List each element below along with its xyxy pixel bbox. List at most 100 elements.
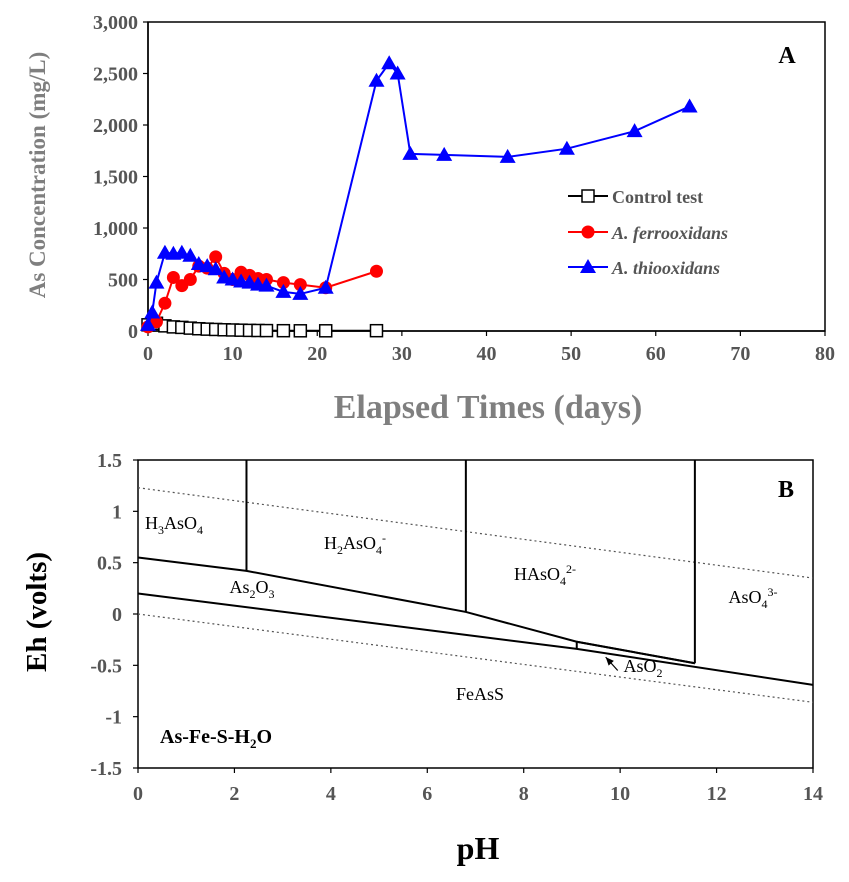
x-tick-label: 0 <box>133 783 143 805</box>
x-tick-label: 2 <box>229 783 239 805</box>
region-as2o3-label: As2O3 <box>229 577 274 601</box>
data-point <box>436 146 453 161</box>
legend-thiooxidans-label: A. thiooxidans <box>611 258 720 278</box>
legend-item-ferrooxidans: A. ferrooxidans <box>568 223 728 243</box>
legend-ferrooxidans-label: A. ferrooxidans <box>611 223 728 243</box>
chart-b-x-ticks: 0 2 4 6 8 10 12 14 <box>133 768 823 805</box>
x-tick-label: 6 <box>422 783 432 805</box>
data-point <box>148 274 165 289</box>
legend-thiooxidans-marker <box>580 259 596 273</box>
data-point <box>258 277 275 292</box>
data-point <box>318 324 333 338</box>
region-feass-label: FeAsS <box>456 684 504 704</box>
x-tick-label: 50 <box>561 343 581 365</box>
data-point <box>368 72 385 87</box>
series-control <box>141 316 384 338</box>
x-tick-label: 10 <box>223 343 243 365</box>
region-h3aso4-label: H3AsO4 <box>145 513 203 537</box>
chart-b-panel-label: B <box>778 477 794 503</box>
chart-a-y-axis-label: As Concentration (mg/L) <box>25 52 50 299</box>
data-point <box>173 244 190 259</box>
chart-a-panel-label: A <box>778 43 796 69</box>
y-tick-label: 1 <box>112 501 122 523</box>
data-point <box>144 304 161 319</box>
data-point <box>402 145 419 160</box>
y-tick-label: 0 <box>112 604 122 626</box>
chart-b-y-axis-label: Eh (volts) <box>21 552 53 672</box>
data-point <box>558 140 575 155</box>
x-tick-label: 80 <box>815 343 835 365</box>
y-tick-label: 0.5 <box>97 553 122 575</box>
y-tick-label: 500 <box>108 270 138 292</box>
data-point <box>499 148 516 163</box>
system-label: As-Fe-S-H2O <box>160 726 272 751</box>
data-point <box>381 55 398 70</box>
x-tick-label: 8 <box>519 783 529 805</box>
legend-item-thiooxidans: A. thiooxidans <box>568 258 720 278</box>
y-tick-label: 3,000 <box>93 12 138 34</box>
y-tick-label: -1 <box>105 707 122 729</box>
y-tick-label: 1.5 <box>97 450 122 472</box>
data-point <box>209 250 223 264</box>
series-thiooxidans <box>140 55 698 331</box>
chart-b: 0 2 4 6 8 10 12 14 -1.5 -1 -0.5 0 0.5 1 1.5 B pH Eh (… <box>21 450 823 866</box>
data-point <box>166 270 180 284</box>
x-tick-label: 0 <box>143 343 153 365</box>
data-point <box>317 279 334 294</box>
chart-a: 0 10 20 30 40 50 60 70 80 0 500 1,000 1,500 2,000 2,5… <box>25 12 835 426</box>
chart-a-y-ticks: 0 500 1,000 1,500 2,000 2,500 3,000 <box>93 12 148 343</box>
data-point <box>275 283 292 298</box>
chart-a-x-axis-label: Elapsed Times (days) <box>334 389 643 426</box>
x-tick-label: 60 <box>646 343 666 365</box>
region-aso4-label: AsO43- <box>728 585 777 611</box>
y-tick-label: 2,000 <box>93 115 138 137</box>
data-point <box>292 285 309 300</box>
legend-control-marker <box>581 189 595 203</box>
data-point <box>276 323 291 338</box>
x-tick-label: 30 <box>392 343 412 365</box>
data-point <box>158 296 172 310</box>
chart-a-legend: Control test A. ferrooxidans A. thiooxid… <box>568 187 728 278</box>
data-point <box>149 315 163 329</box>
x-tick-label: 70 <box>730 343 750 365</box>
boundary-lower <box>137 592 814 686</box>
data-point <box>369 323 384 338</box>
region-haso4-label: HAsO42- <box>514 562 576 588</box>
x-tick-label: 40 <box>477 343 497 365</box>
legend-ferrooxidans-marker <box>581 225 595 239</box>
chart-b-x-axis-label: pH <box>457 830 500 866</box>
data-point <box>276 276 290 290</box>
data-point <box>207 261 224 276</box>
series-thiooxidans-line <box>147 61 691 326</box>
data-point <box>140 316 156 331</box>
chart-b-boundaries <box>137 460 814 703</box>
data-point <box>199 258 216 273</box>
data-point <box>259 323 274 338</box>
y-tick-label: -0.5 <box>90 655 122 677</box>
data-point <box>182 247 199 262</box>
x-tick-label: 20 <box>307 343 327 365</box>
chart-a-x-ticks: 0 10 20 30 40 50 60 70 80 <box>143 331 835 365</box>
data-point <box>183 273 197 286</box>
water-line-o2-water <box>137 487 814 579</box>
region-h2aso4-label: H2AsO4- <box>324 531 386 557</box>
data-point <box>293 278 307 292</box>
boundary-aso2-top <box>576 640 696 665</box>
x-tick-label: 14 <box>803 783 823 805</box>
x-tick-label: 10 <box>610 783 630 805</box>
data-point <box>389 65 406 80</box>
y-tick-label: 1,500 <box>93 167 138 189</box>
y-tick-label: 2,500 <box>93 64 138 86</box>
data-point <box>293 324 308 338</box>
aso2-arrow-head <box>605 657 614 666</box>
data-point <box>369 264 383 278</box>
chart-a-series <box>140 55 698 338</box>
water-line-water-h2 <box>137 613 814 703</box>
chart-b-y-ticks: -1.5 -1 -0.5 0 0.5 1 1.5 <box>90 450 138 780</box>
y-tick-label: -1.5 <box>90 758 122 780</box>
legend-control-label: Control test <box>612 187 703 207</box>
y-tick-label: 0 <box>128 321 138 343</box>
x-tick-label: 12 <box>707 783 727 805</box>
legend-item-control: Control test <box>568 187 703 207</box>
